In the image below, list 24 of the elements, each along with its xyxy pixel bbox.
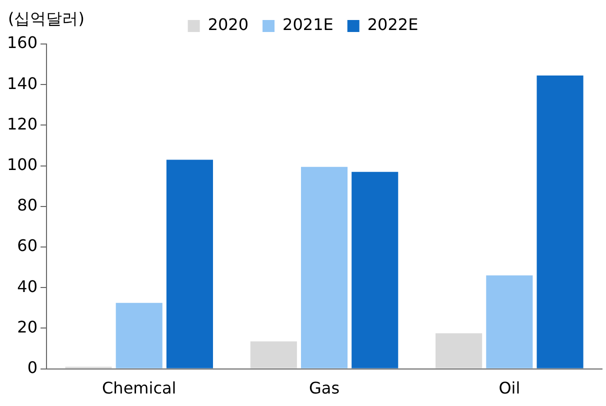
x-tick-label: Oil <box>498 378 520 398</box>
x-tick-label: Gas <box>308 378 340 398</box>
y-tick-label: 0 <box>27 358 38 377</box>
legend-label: 2020 <box>208 15 249 34</box>
y-tick-label: 60 <box>17 236 38 256</box>
y-tick-label: 160 <box>6 33 38 52</box>
legend-label: 2021E <box>282 15 334 34</box>
y-tick-label: 40 <box>17 276 38 296</box>
y-tick-label: 100 <box>6 154 38 174</box>
y-tick-label: 120 <box>6 114 38 134</box>
y-tick-label: 80 <box>17 196 38 215</box>
bar <box>166 160 214 368</box>
bar <box>300 166 348 368</box>
bar <box>536 75 584 368</box>
y-tick-label: 20 <box>17 317 38 336</box>
bar <box>352 172 398 368</box>
legend-label: 2022E <box>367 15 418 34</box>
bar <box>436 333 482 368</box>
bar <box>486 275 533 368</box>
bar <box>250 341 297 368</box>
y-axis-title: (십억달러) <box>8 9 84 28</box>
x-tick-label: Chemical <box>102 378 176 398</box>
y-tick-label: 140 <box>6 74 38 93</box>
bar <box>116 302 162 368</box>
